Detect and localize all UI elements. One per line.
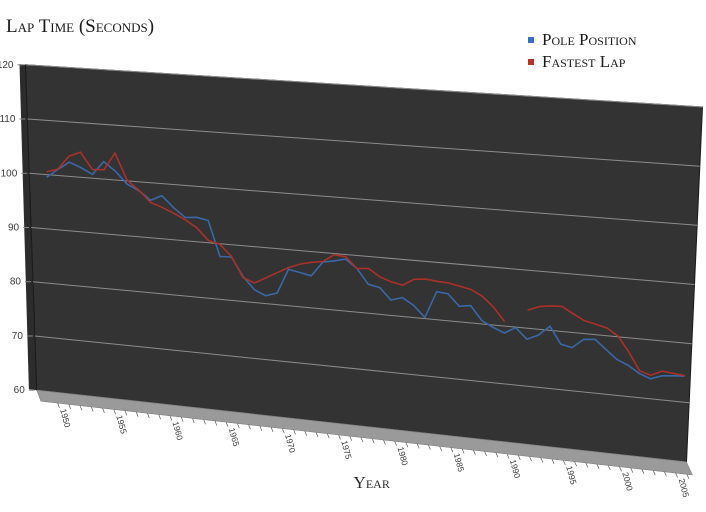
- svg-text:120: 120: [0, 60, 14, 71]
- svg-text:1985: 1985: [452, 452, 467, 473]
- svg-text:1990: 1990: [508, 458, 523, 479]
- svg-text:1965: 1965: [227, 427, 242, 448]
- svg-text:2000: 2000: [620, 471, 635, 492]
- svg-text:100: 100: [1, 168, 18, 179]
- svg-text:90: 90: [8, 223, 20, 234]
- svg-text:Year: Year: [354, 473, 390, 492]
- svg-text:1955: 1955: [114, 414, 129, 435]
- svg-text:1970: 1970: [283, 433, 298, 454]
- svg-text:1950: 1950: [58, 408, 73, 429]
- svg-text:110: 110: [0, 114, 16, 125]
- svg-text:1980: 1980: [396, 446, 411, 467]
- svg-text:60: 60: [14, 385, 26, 396]
- svg-text:70: 70: [12, 331, 24, 342]
- svg-text:1975: 1975: [339, 439, 354, 460]
- svg-text:2005: 2005: [677, 477, 692, 498]
- svg-text:1960: 1960: [171, 420, 186, 441]
- svg-text:80: 80: [10, 277, 22, 288]
- svg-text:1995: 1995: [564, 465, 579, 486]
